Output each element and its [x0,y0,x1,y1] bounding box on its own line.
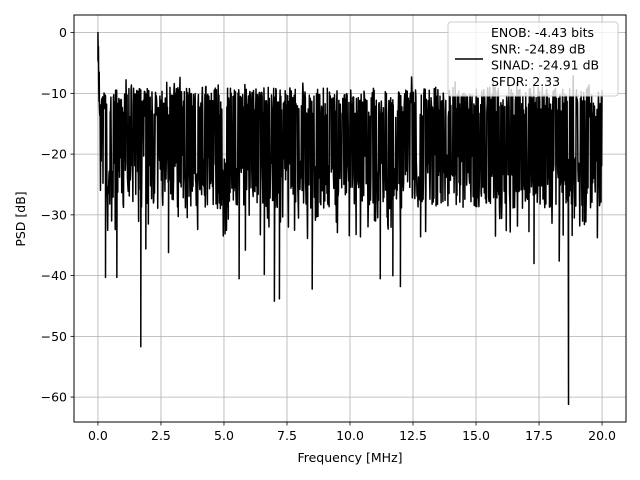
x-tick-label: 17.5 [525,428,553,443]
x-tick-label: 15.0 [462,428,490,443]
psd-notable-point [379,278,381,280]
psd-notable-point [567,403,570,405]
psd-notable-point [573,217,575,219]
x-axis-label: Frequency [MHz] [297,450,402,465]
legend-label-line: SINAD: -24.91 dB [491,58,599,73]
series-layer [97,31,603,406]
y-tick-label: −40 [41,268,67,283]
x-tick-label: 20.0 [588,428,616,443]
psd-notable-point [238,278,240,280]
x-tick-label: 2.5 [151,428,171,443]
x-tick-label: 7.5 [277,428,297,443]
tick-layer: 0.0 2.5 5.0 7.5 10.0 12.5 15.0 17.5 20.0 0 −10 −20 −… [41,25,616,443]
psd-series-line [97,31,603,406]
psd-notable-point [533,262,535,265]
psd-notable-point [273,300,275,302]
psd-notable-point [392,275,394,277]
y-axis-label: PSD [dB] [13,191,28,246]
y-tick-label: −10 [41,86,67,101]
legend-box [447,21,619,97]
psd-notable-point [98,71,100,73]
psd-notable-point [140,346,142,348]
y-tick-label: −50 [41,329,67,344]
psd-notable-point [167,251,170,254]
y-tick-label: −20 [41,147,67,162]
psd-notable-point [558,260,560,262]
psd-notable-point [97,32,99,34]
y-tick-label: 0 [59,25,67,40]
legend-label-line: SNR: -24.89 dB [491,41,586,56]
legend-label-line: ENOB: -4.43 bits [491,25,594,40]
psd-notable-point [244,249,246,251]
legend-label-line: SFDR: 2.33 [491,74,560,89]
y-tick-label: −60 [41,390,67,405]
psd-notable-point [116,276,118,279]
psd-notable-point [145,248,147,250]
psd-notable-point [263,273,265,275]
psd-notable-point [104,276,107,279]
x-tick-label: 12.5 [399,428,427,443]
psd-notable-point [419,236,422,238]
psd-notable-point [97,45,100,48]
psd-notable-point [311,288,313,290]
psd-notable-point [278,298,281,300]
x-tick-label: 0.0 [88,428,108,443]
x-tick-label: 5.0 [214,428,234,443]
x-tick-label: 10.0 [336,428,364,443]
psd-notable-point [399,285,402,288]
y-tick-label: −30 [41,207,67,222]
